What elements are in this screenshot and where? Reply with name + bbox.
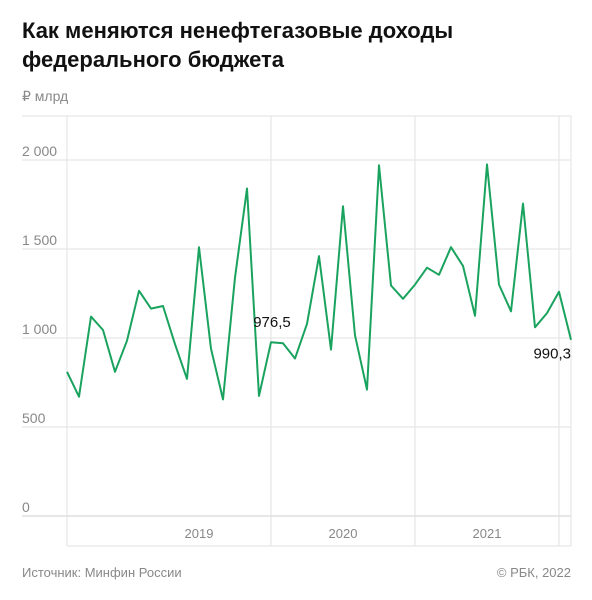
vertical-grid: [66, 116, 572, 547]
y-tick-label: 2 000: [22, 143, 57, 159]
copyright: © РБК, 2022: [497, 565, 571, 580]
y-tick-label: 1 000: [22, 321, 57, 337]
chart-title-line-1: Как меняются ненефтегазовые доходы: [22, 18, 453, 43]
x-tick-label: 2021: [473, 526, 502, 541]
annotations: 976,5 990,3: [253, 314, 571, 363]
unit-label: ₽ млрд: [22, 88, 68, 104]
y-tick-label: 1 500: [22, 232, 57, 248]
horizontal-grid: [22, 115, 571, 517]
y-tick-label: 500: [22, 410, 46, 426]
x-axis-labels: 2019202020212022: [185, 526, 502, 541]
x-tick-label: 2020: [329, 526, 358, 541]
series-line: [66, 163, 572, 401]
data-label: 976,5: [253, 314, 291, 331]
y-tick-label: 0: [22, 499, 30, 515]
x-tick-label: 2019: [185, 526, 214, 541]
source-note: Источник: Минфин России: [22, 565, 182, 580]
chart-title-line-2: федерального бюджета: [22, 47, 285, 72]
data-label: 990,3: [533, 346, 571, 363]
y-axis-labels: 0 500 1 000 1 500 2 000: [22, 143, 57, 515]
series-group: [66, 163, 572, 401]
